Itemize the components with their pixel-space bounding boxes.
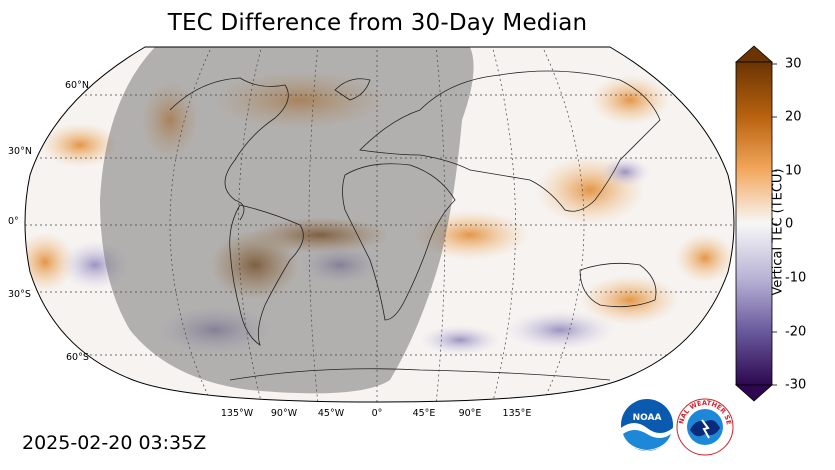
lon-label-0: 0° [371, 408, 383, 419]
chart-title: TEC Difference from 30-Day Median [167, 10, 588, 36]
coastlines [169, 70, 661, 381]
svg-text:NOAA: NOAA [633, 413, 662, 423]
graticule [25, 47, 734, 402]
colorbar-tick-neg20: -20 [785, 324, 807, 340]
colorbar-tick-10: 10 [785, 163, 802, 179]
colorbar-tick-30: 30 [785, 56, 802, 72]
timestamp: 2025-02-20 03:35Z [22, 432, 207, 454]
colorbar-tick-0: 0 [785, 216, 794, 232]
lon-label-90e: 90°E [458, 408, 482, 419]
colorbar-label: Vertical TEC (TECU) [770, 168, 786, 296]
lon-label-90w: 90°W [270, 408, 298, 419]
colorbar [734, 45, 777, 402]
colorbar-min-arrow [734, 384, 774, 402]
lat-label-60n: 60°N [65, 80, 89, 91]
noaa-logo: NOAA [621, 399, 673, 451]
lon-label-45w: 45°W [317, 408, 345, 419]
night-shading [100, 47, 474, 394]
lon-label-45e: 45°E [412, 408, 436, 419]
colorbar-max-arrow [734, 45, 774, 63]
colorbar-scale [735, 61, 773, 386]
lat-label-30n: 30°N [8, 146, 32, 157]
lat-label-60s: 60°S [66, 352, 89, 363]
lat-label-30s: 30°S [8, 289, 31, 300]
colorbar-tick-neg10: -10 [785, 270, 807, 286]
globe [25, 47, 734, 402]
globe-outline [24, 46, 735, 403]
lat-label-equator: 0° [8, 216, 19, 227]
colorbar-tick-20: 20 [785, 109, 802, 125]
nws-logo: NATIONAL WEATHER SERVICE [676, 398, 734, 456]
lon-label-135e: 135°E [502, 408, 532, 419]
colorbar-tick-neg30: -30 [785, 377, 807, 393]
lon-label-135w: 135°W [220, 408, 254, 419]
